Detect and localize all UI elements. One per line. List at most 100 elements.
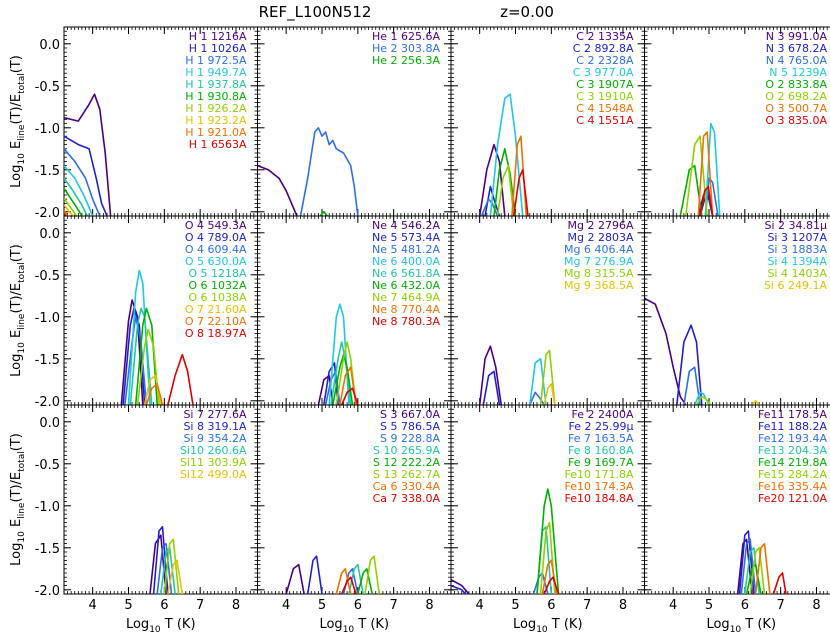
y-tick-label: -1.5 <box>35 164 60 179</box>
series-line <box>539 521 556 594</box>
y-tick-label: -2.0 <box>35 206 60 221</box>
series-line <box>328 303 350 405</box>
series-line <box>129 307 153 405</box>
x-tick-label: 8 <box>619 598 627 613</box>
legend-entry: H 1 949.7A <box>185 66 247 79</box>
x-tick-label: 6 <box>354 598 362 613</box>
legend-entry: H 1 972.5A <box>185 54 247 67</box>
x-tick-label: 4 <box>282 598 290 613</box>
legend-entry: He 2 303.8A <box>372 42 441 55</box>
series-line <box>536 488 560 594</box>
legend-entry: Ca 6 330.4A <box>373 480 441 493</box>
legend-entry: Ne 6 561.8A <box>372 267 440 280</box>
legend-entry: Ne 4 546.2A <box>372 219 440 232</box>
legend-entry: S 13 262.7A <box>373 468 440 481</box>
x-tick-label: 5 <box>124 598 132 613</box>
x-tick-label: 8 <box>232 598 240 613</box>
legend-entry: O 3 500.7A <box>765 102 827 115</box>
x-tick-label: 7 <box>583 598 591 613</box>
series-line <box>512 169 529 216</box>
series-line <box>644 297 687 405</box>
x-tick-label: 7 <box>390 598 398 613</box>
legend-entry: Fe 8 160.8A <box>568 444 634 457</box>
legend-entry: Fe 7 163.5A <box>568 432 634 445</box>
legend-entry: O 4 789.0A <box>185 231 247 244</box>
y-tick-label: -0.5 <box>35 269 60 284</box>
y-tick-label: -1.0 <box>35 500 60 515</box>
legend-entry: Fe10 184.8A <box>564 492 633 505</box>
series-line <box>478 143 506 216</box>
legend-entry: C 2 2328A <box>576 54 634 67</box>
legend-entry: Fe14 219.8A <box>758 456 827 469</box>
x-tick-label: 5 <box>511 598 519 613</box>
x-axis-label: Log10 T (K) <box>319 617 389 635</box>
legend-entry: O 5 1218A <box>188 267 247 280</box>
y-tick-label: -1.5 <box>35 353 60 368</box>
legend-entry: H 1 6563A <box>189 138 247 151</box>
series-line <box>257 164 298 216</box>
legend-entry: Ne 5 481.2A <box>372 243 440 256</box>
series-line <box>145 383 164 405</box>
legend-entry: N 4 765.0A <box>766 54 828 67</box>
series-line <box>451 578 470 594</box>
panel-4: N 3 991.0AN 3 678.2AN 4 765.0AN 5 1239AO… <box>644 26 830 217</box>
legend-entry: Ca 7 338.0A <box>373 492 441 505</box>
series-line <box>340 576 357 594</box>
series-line <box>357 567 373 594</box>
legend-entry: O 8 18.97A <box>185 327 247 340</box>
y-axis-label: Log10 Eline(T)/Etotal(T) <box>9 433 27 566</box>
series-line <box>482 370 501 405</box>
legend-entry: H 1 1026A <box>189 42 247 55</box>
series-line <box>543 383 556 405</box>
series-line <box>451 584 466 594</box>
series-line <box>299 127 359 216</box>
legend-entry: S 12 222.2A <box>373 456 440 469</box>
series-line <box>704 122 721 216</box>
series-line <box>64 93 112 216</box>
series-line <box>64 204 74 216</box>
legend-entry: H 1 921.0A <box>185 126 247 139</box>
legend-entry: Fe10 171.8A <box>564 468 633 481</box>
series-line <box>754 542 771 594</box>
legend-entry: C 4 1548A <box>576 102 634 115</box>
legend-entry: Si 3 1207A <box>767 231 827 244</box>
x-tick-label: 6 <box>160 598 168 613</box>
legend-entry: S 9 228.8A <box>380 432 440 445</box>
x-tick-label: 4 <box>89 598 97 613</box>
series-line <box>64 187 83 216</box>
legend-entry: O 4 609.4A <box>185 243 247 256</box>
legend-entry: Si 4 1403A <box>767 267 827 280</box>
x-tick-label: 6 <box>547 598 555 613</box>
series-line <box>541 559 558 594</box>
legend-entry: C 2 892.8A <box>573 42 634 55</box>
legend-entry: Si12 499.0A <box>180 468 247 481</box>
legend-entry: O 6 1038A <box>188 291 247 304</box>
series-line <box>163 538 180 594</box>
series-line <box>751 399 760 405</box>
legend-entry: He 2 256.3A <box>372 54 441 67</box>
y-tick-label: -1.0 <box>35 311 60 326</box>
legend-entry: C 4 1551A <box>576 114 634 127</box>
x-axis-label: Log10 T (K) <box>706 617 776 635</box>
series-line <box>493 148 517 216</box>
series-line <box>319 211 329 216</box>
legend-entry: Si 4 1394A <box>767 255 827 268</box>
y-tick-label: -2.0 <box>35 395 60 410</box>
series-line <box>167 353 194 405</box>
series-line <box>64 197 78 216</box>
series-line <box>120 299 144 405</box>
x-tick-label: 5 <box>705 598 713 613</box>
legend-entry: C 3 1910A <box>576 90 634 103</box>
legend-entry: H 1 937.8A <box>185 78 247 91</box>
legend-entry: Si 6 249.1A <box>764 279 828 292</box>
legend-entry: Fe12 193.4A <box>758 432 827 445</box>
legend-entry: Si 7 277.6A <box>183 408 247 421</box>
y-tick-label: -1.5 <box>35 542 60 557</box>
legend-entry: S 10 265.9A <box>373 444 440 457</box>
y-tick-label: -0.5 <box>35 458 60 473</box>
